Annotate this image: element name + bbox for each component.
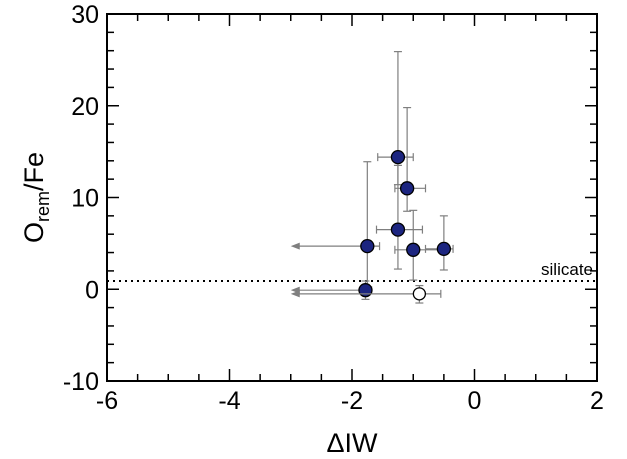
x-limit-arrow — [290, 290, 300, 298]
axis-ticks-group: -6 -4 -2 0 2 -10 0 10 20 30 — [63, 1, 604, 415]
data-point-group — [375, 164, 424, 270]
data-point-open — [412, 287, 427, 301]
x-tick-label: 0 — [468, 387, 482, 415]
data-point-group — [377, 51, 414, 186]
data-point-filled — [436, 241, 452, 257]
x-limit-arrow — [290, 242, 300, 250]
y-tick-label: 10 — [71, 185, 99, 213]
data-point-group — [290, 280, 373, 300]
x-tick-label: -2 — [341, 387, 363, 415]
data-point-filled — [360, 238, 375, 254]
plot-border — [106, 13, 598, 382]
y-axis-title: Orem/Fe — [19, 152, 53, 243]
data-point-filled — [390, 222, 406, 237]
y-tick-label: 0 — [85, 276, 99, 304]
y-tick-label: -10 — [63, 368, 99, 396]
data-point-filled — [358, 283, 373, 298]
x-tick-label: -6 — [96, 387, 118, 415]
data-point-group — [290, 284, 442, 304]
plot-frame — [106, 13, 598, 382]
x-tick-label: 2 — [590, 387, 604, 415]
y-axis-title-tail: /Fe — [19, 152, 49, 191]
x-tick-label: -4 — [218, 387, 240, 415]
data-point-filled — [399, 181, 415, 196]
reference-line-label: silicate — [541, 260, 593, 279]
data-point-filled — [406, 242, 421, 257]
data-points-group — [290, 51, 454, 304]
y-axis-title-subscript: rem — [33, 191, 53, 222]
data-point-filled — [390, 149, 406, 165]
y-tick-label: 30 — [71, 1, 99, 29]
data-point-group — [394, 209, 442, 281]
data-point-group — [394, 106, 427, 212]
x-axis-title: ΔIW — [326, 428, 378, 458]
data-point-group — [290, 161, 381, 289]
data-point-group — [424, 215, 454, 271]
y-axis-title-main: O — [19, 222, 49, 243]
y-tick-label: 20 — [71, 93, 99, 121]
